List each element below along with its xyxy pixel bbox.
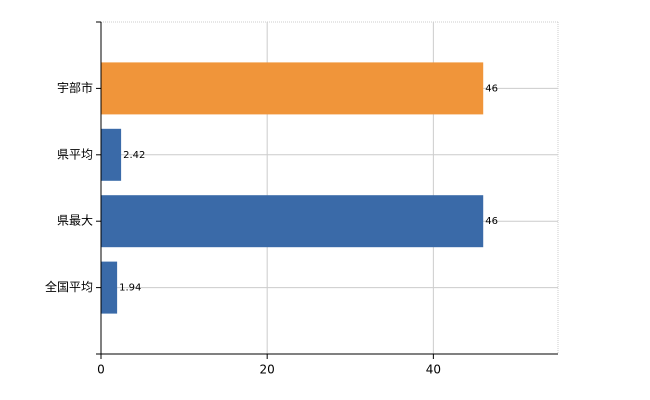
x-tick-label: 40 xyxy=(426,363,441,377)
x-tick-label: 0 xyxy=(97,363,105,377)
y-tick-label: 県平均 xyxy=(57,147,93,161)
x-tick-label: 20 xyxy=(260,363,275,377)
bar xyxy=(101,62,484,115)
y-tick-label: 県最大 xyxy=(57,214,93,228)
value-label: 46 xyxy=(485,83,498,94)
bar xyxy=(101,261,118,314)
y-tick-label: 全国平均 xyxy=(45,279,93,294)
bar xyxy=(101,128,122,181)
value-label: 46 xyxy=(485,216,498,227)
bar xyxy=(101,195,484,248)
value-label: 2.42 xyxy=(123,150,145,161)
y-tick-label: 宇部市 xyxy=(57,80,93,95)
value-label: 1.94 xyxy=(119,283,141,294)
